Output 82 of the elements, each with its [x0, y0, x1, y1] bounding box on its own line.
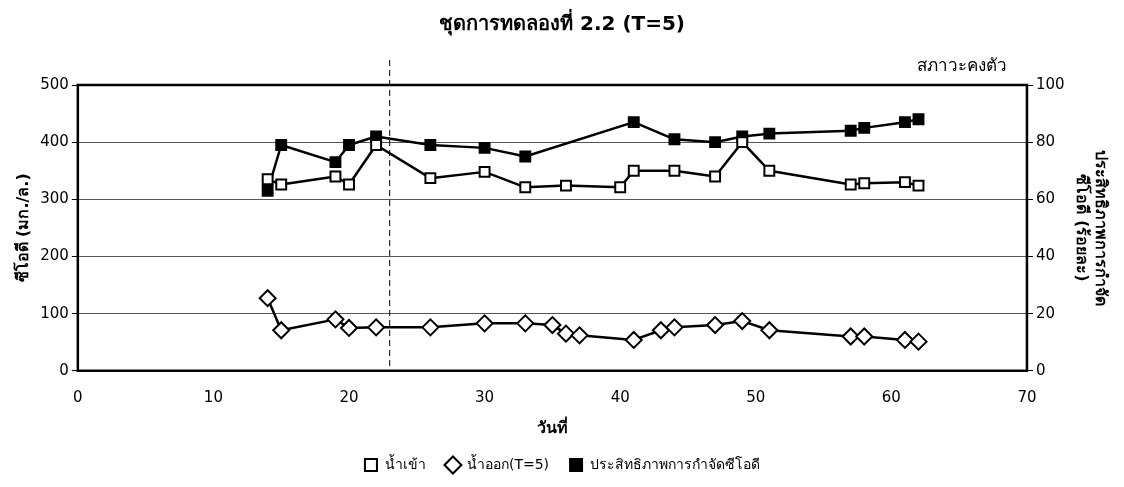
point: [858, 177, 871, 190]
point: [909, 332, 928, 351]
y2-tick-label: 40: [1035, 246, 1056, 265]
point: [858, 121, 871, 134]
x-tick-label: 70: [1017, 387, 1037, 406]
y-tick-label: 500: [40, 74, 69, 93]
point: [370, 139, 383, 151]
x-tick-label: 50: [746, 387, 766, 406]
point: [651, 321, 670, 340]
point: [844, 124, 857, 137]
point: [733, 312, 752, 331]
point: [272, 321, 291, 340]
legend-label: น้ำออก(T=5): [466, 453, 550, 472]
point: [543, 316, 562, 335]
y2-axis-title: ประสิทธิภาพการกำจัด ซีโอดี (ร้อยละ): [1073, 149, 1112, 306]
point: [855, 327, 874, 346]
y2-tick-label: 80: [1035, 132, 1056, 151]
point: [326, 310, 345, 329]
legend-label: น้ำเข้า: [384, 453, 426, 472]
y-tick-label: 400: [40, 132, 69, 151]
text: สภาวะคงตัว: [916, 55, 1007, 76]
point: [343, 139, 355, 151]
y2-tick-label: 100: [1035, 74, 1065, 93]
x-tick-label: 0: [73, 387, 83, 406]
point: [516, 314, 535, 333]
point: [424, 172, 437, 185]
point: [570, 326, 589, 345]
point: [560, 179, 572, 192]
x-tick-label: 30: [475, 387, 495, 406]
point: [665, 318, 684, 337]
point: [898, 116, 911, 129]
point: [912, 179, 925, 192]
point: [478, 141, 491, 154]
x-axis-title: วันที่: [536, 415, 568, 437]
point: [912, 113, 925, 126]
point: [343, 178, 355, 191]
point: [627, 116, 640, 129]
y-tick-label: 0: [59, 360, 69, 379]
point: [627, 164, 640, 177]
point: [763, 164, 776, 177]
point: [668, 164, 681, 177]
y2-tick-label: 20: [1035, 303, 1056, 322]
x-tick-label: 20: [339, 387, 359, 406]
point: [844, 178, 857, 191]
legend-label: ประสิทธิภาพการกำจัดซีโอดี: [590, 455, 761, 472]
point: [706, 316, 725, 335]
point: [261, 184, 274, 197]
point: [421, 318, 440, 337]
point: [261, 173, 274, 186]
point: [668, 133, 681, 146]
point: [258, 289, 277, 308]
y-tick-label: 100: [40, 303, 69, 322]
y-tick-label: 200: [40, 246, 69, 265]
point: [275, 178, 288, 191]
point: [367, 318, 386, 337]
x-tick-label: 10: [203, 387, 223, 406]
point: [709, 136, 722, 149]
point: [329, 156, 342, 169]
point: [709, 170, 722, 183]
point: [275, 139, 288, 151]
point: [760, 321, 779, 340]
point: [340, 318, 359, 337]
point: [614, 181, 627, 194]
point: [624, 330, 643, 349]
point: [424, 139, 437, 151]
point: [763, 127, 776, 140]
y2-tick-label: 0: [1035, 360, 1046, 379]
x-tick-label: 60: [881, 387, 901, 406]
point: [556, 324, 575, 343]
point: [895, 330, 914, 349]
point: [898, 176, 911, 189]
point: [736, 136, 749, 149]
y-tick-label: 300: [40, 189, 69, 208]
x-tick-label: 40: [610, 387, 630, 406]
point: [841, 327, 860, 346]
point: [519, 150, 532, 163]
chart-title: ชุดการทดลองที่ 2.2 (T=5): [439, 8, 685, 37]
y2-tick-label: 60: [1035, 189, 1056, 208]
y-axis-title: ซีโอดี (มก./ล.): [11, 173, 32, 283]
point: [478, 165, 491, 178]
point: [519, 181, 532, 194]
point: [475, 314, 494, 333]
